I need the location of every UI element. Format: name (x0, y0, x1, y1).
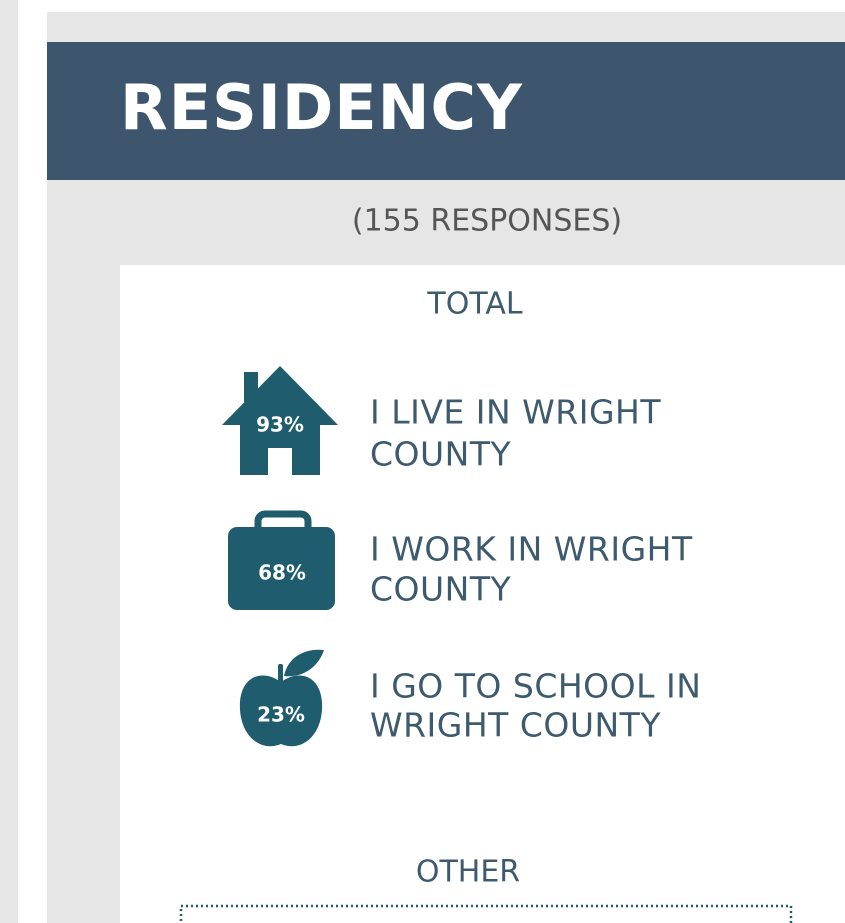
item-label: I LIVE IN WRIGHT (370, 393, 661, 432)
item-label: COUNTY (370, 570, 512, 609)
title: RESIDENCY (120, 71, 523, 144)
other-box (179, 904, 793, 923)
percent: 93% (256, 413, 304, 437)
apple-icon (239, 649, 324, 747)
briefcase-icon (228, 510, 335, 610)
subtitle: (155 RESPONSES) (352, 204, 622, 239)
percent: 23% (257, 703, 305, 727)
item-label: I WORK IN WRIGHT (370, 530, 693, 569)
section-heading: OTHER (416, 855, 520, 890)
house-icon (222, 366, 338, 475)
item-label: I GO TO SCHOOL IN (370, 667, 701, 706)
item-label: COUNTY (370, 435, 512, 474)
item-label: WRIGHT COUNTY (370, 706, 661, 745)
left-strip (0, 0, 18, 923)
percent: 68% (258, 561, 306, 585)
header-bar (47, 42, 845, 180)
section-heading: TOTAL (426, 287, 522, 322)
